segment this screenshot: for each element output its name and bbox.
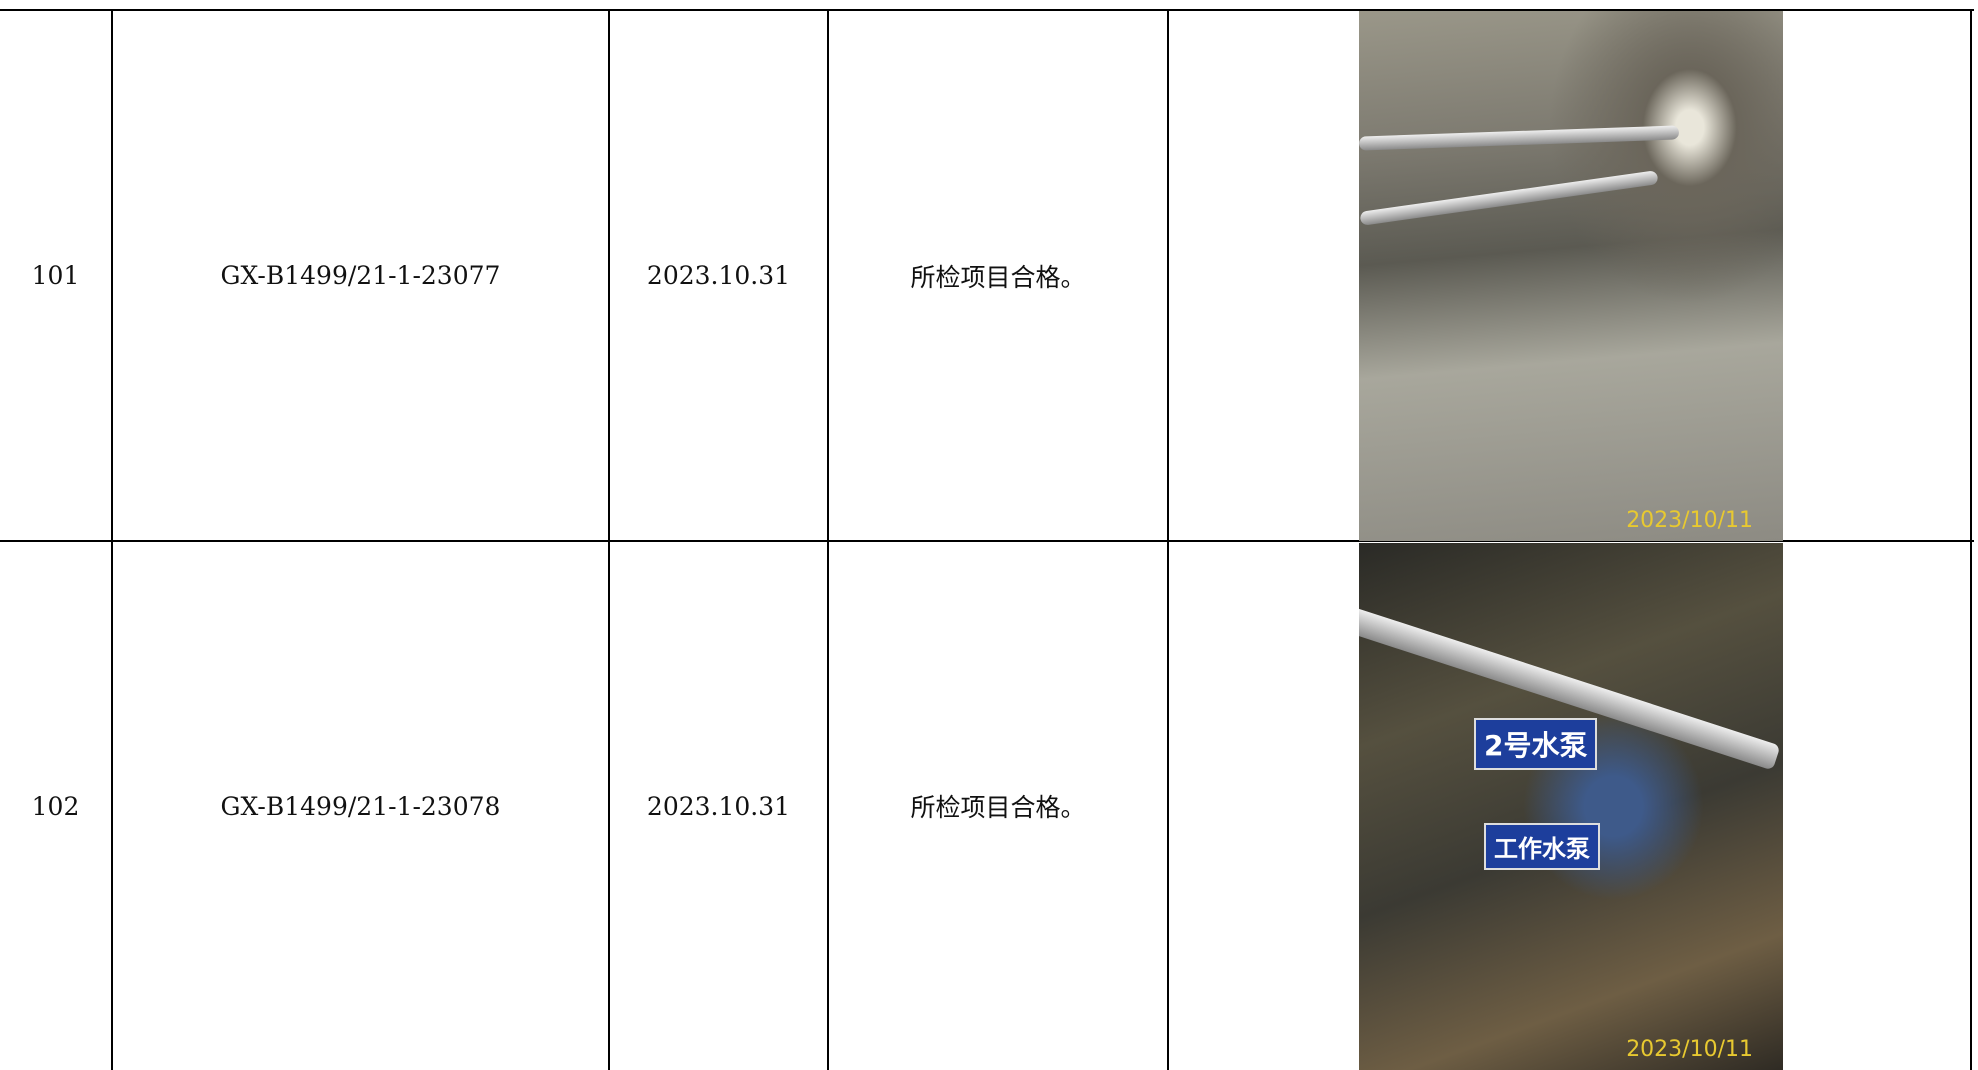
row-number: 102 [31,791,80,821]
col-border [1970,9,1972,1070]
row-border [0,540,1974,542]
inspection-photo: 2023/10/11 [1359,11,1783,541]
col-border [827,9,829,1070]
col-border [1167,9,1169,1070]
photo-stamp: 2023/10/11 [1626,1037,1753,1062]
report-code: GX-B1499/21-1-23077 [220,261,501,290]
row-number: 101 [31,261,80,290]
photo-sign: 工作水泵 [1484,823,1600,870]
pipe [1359,125,1680,151]
result: 所检项目合格。 [910,793,1086,822]
inspection-photo: 2号水泵 工作水泵 2023/10/11 [1359,543,1783,1070]
photo-sign: 2号水泵 [1474,718,1598,770]
col-border [111,9,113,1070]
photo-stamp: 2023/10/11 [1626,508,1753,533]
date: 2023.10.31 [646,261,791,290]
pipe [1359,170,1659,226]
result: 所检项目合格。 [910,262,1086,292]
date: 2023.10.31 [646,791,791,821]
col-border [608,9,610,1070]
row-border [0,9,1974,11]
report-code: GX-B1499/21-1-23078 [220,791,501,821]
